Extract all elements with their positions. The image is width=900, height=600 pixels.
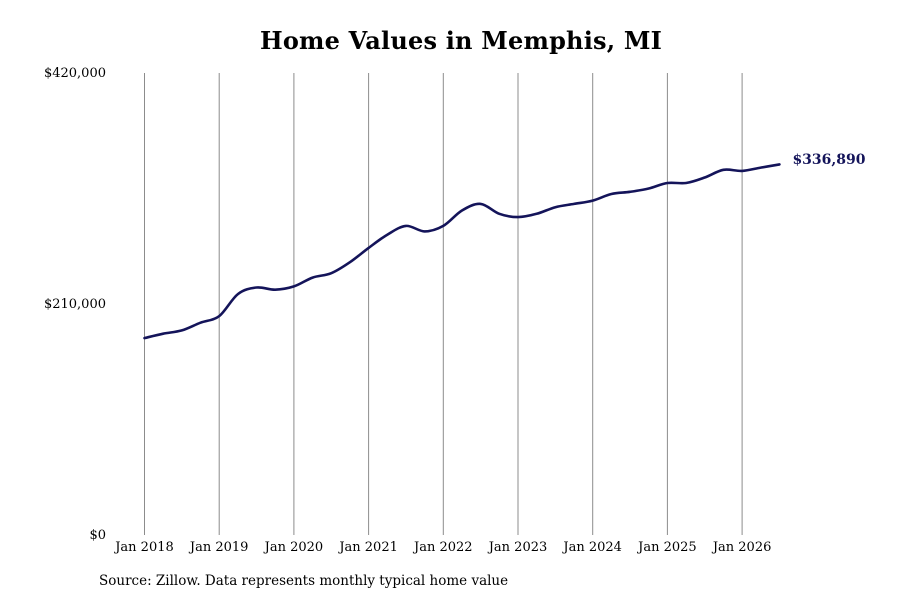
data-point-18 xyxy=(479,203,481,205)
grid-lines xyxy=(144,73,743,535)
x-tick-label: Jan 2024 xyxy=(561,540,622,555)
data-point-4 xyxy=(218,315,220,317)
x-tick-label: Jan 2020 xyxy=(263,540,324,555)
data-point-9 xyxy=(311,276,313,278)
data-point-30 xyxy=(704,176,706,178)
data-point-13 xyxy=(386,234,388,236)
y-tick-label: $0 xyxy=(89,528,106,543)
data-point-15 xyxy=(423,230,425,232)
data-point-11 xyxy=(349,261,351,263)
data-point-26 xyxy=(629,191,631,193)
x-tick-label: Jan 2021 xyxy=(337,540,398,555)
data-point-24 xyxy=(592,199,594,201)
data-point-33 xyxy=(760,166,762,168)
data-point-31 xyxy=(722,169,724,171)
series-line-0 xyxy=(143,163,781,340)
data-point-29 xyxy=(685,182,687,184)
y-tick-label: $420,000 xyxy=(44,66,106,81)
data-point-0 xyxy=(143,337,145,339)
x-tick-label: Jan 2025 xyxy=(636,540,697,555)
data-point-19 xyxy=(498,213,500,215)
data-point-14 xyxy=(405,225,407,227)
data-point-10 xyxy=(330,272,332,274)
data-point-21 xyxy=(535,213,537,215)
x-tick-label: Jan 2023 xyxy=(487,540,548,555)
chart-title: Home Values in Memphis, MI xyxy=(259,26,663,55)
data-point-5 xyxy=(237,293,239,295)
data-point-16 xyxy=(442,225,444,227)
data-point-20 xyxy=(517,216,519,218)
data-point-1 xyxy=(162,333,164,335)
x-axis-ticks: Jan 2018 Jan 2019 Jan 2020 Jan 2021 Jan 2022… xyxy=(113,540,771,555)
x-tick-label: Jan 2022 xyxy=(412,540,473,555)
y-axis-ticks: $0 $210,000 $420,000 xyxy=(44,66,106,543)
x-tick-label: Jan 2026 xyxy=(711,540,772,555)
data-point-28 xyxy=(666,182,668,184)
source-note: Source: Zillow. Data represents monthly … xyxy=(99,573,509,589)
data-point-17 xyxy=(461,209,463,211)
end-value-label: $336,890 xyxy=(792,152,865,168)
y-tick-label: $210,000 xyxy=(44,297,106,312)
data-point-7 xyxy=(274,289,276,291)
data-point-8 xyxy=(293,285,295,287)
data-point-6 xyxy=(255,286,257,288)
data-point-34 xyxy=(778,163,780,165)
x-tick-label: Jan 2019 xyxy=(188,540,249,555)
x-tick-label: Jan 2018 xyxy=(113,540,174,555)
data-point-3 xyxy=(199,322,201,324)
data-point-32 xyxy=(741,170,743,172)
series-layer: $336,890 xyxy=(143,152,866,340)
data-point-12 xyxy=(367,247,369,249)
data-point-25 xyxy=(610,193,612,195)
data-point-27 xyxy=(648,187,650,189)
data-point-23 xyxy=(573,203,575,205)
data-point-22 xyxy=(554,206,556,208)
data-point-2 xyxy=(181,329,183,331)
